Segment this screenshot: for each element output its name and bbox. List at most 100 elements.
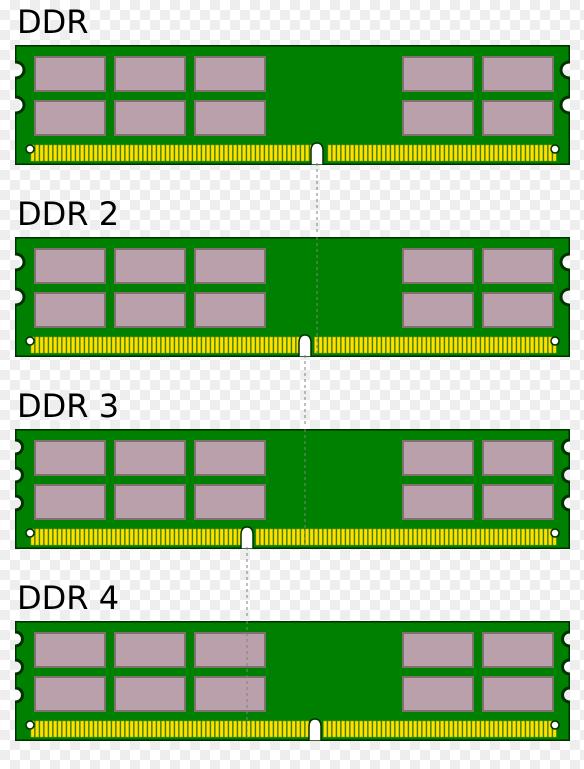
contact-pin xyxy=(324,529,327,545)
contact-pin xyxy=(544,721,547,737)
contact-pin xyxy=(94,337,97,353)
contact-pin xyxy=(202,529,205,545)
contact-pin xyxy=(337,721,340,737)
contact-pin xyxy=(396,529,399,545)
contact-pin xyxy=(90,145,93,161)
memory-chip xyxy=(403,485,473,519)
contact-pin xyxy=(355,145,358,161)
contact-pin xyxy=(355,721,358,737)
contact-pin xyxy=(319,337,322,353)
contact-pin xyxy=(405,529,408,545)
contact-pin xyxy=(391,145,394,161)
contact-pin xyxy=(468,145,471,161)
contact-pin xyxy=(171,337,174,353)
contact-pin xyxy=(40,529,43,545)
memory-chip xyxy=(115,677,185,711)
memory-chip xyxy=(115,249,185,283)
contact-pin xyxy=(157,721,160,737)
contact-pin xyxy=(445,145,448,161)
contact-pin xyxy=(486,721,489,737)
contact-pin xyxy=(135,337,138,353)
contact-pin xyxy=(445,529,448,545)
contact-pin xyxy=(211,529,214,545)
contact-pin xyxy=(279,337,282,353)
contact-pin xyxy=(378,145,381,161)
contact-pin xyxy=(288,529,291,545)
contact-pin xyxy=(135,721,138,737)
contact-pin xyxy=(112,529,115,545)
contact-pin xyxy=(90,337,93,353)
contact-pin xyxy=(261,721,264,737)
contact-pin xyxy=(423,145,426,161)
contact-pin xyxy=(481,529,484,545)
contact-pin xyxy=(157,337,160,353)
contact-pin xyxy=(225,721,228,737)
contact-pin xyxy=(544,145,547,161)
contact-pin xyxy=(40,337,43,353)
contact-pin xyxy=(477,721,480,737)
contact-pin xyxy=(139,529,142,545)
contact-pin xyxy=(45,145,48,161)
contact-pin xyxy=(441,145,444,161)
contact-pin xyxy=(171,721,174,737)
contact-pin xyxy=(535,145,538,161)
contact-pin xyxy=(400,721,403,737)
contact-pin xyxy=(238,721,241,737)
contact-pin xyxy=(171,145,174,161)
contact-pin xyxy=(157,529,160,545)
contact-pin xyxy=(441,721,444,737)
contact-pin xyxy=(382,145,385,161)
contact-pin xyxy=(189,337,192,353)
contact-pin xyxy=(58,721,61,737)
contact-pin xyxy=(193,721,196,737)
contact-pin xyxy=(454,337,457,353)
contact-pin xyxy=(234,529,237,545)
contact-pin xyxy=(67,145,70,161)
contact-pin xyxy=(427,721,430,737)
contact-pin xyxy=(175,529,178,545)
contact-pin xyxy=(198,145,201,161)
contact-pin xyxy=(207,145,210,161)
contact-pin xyxy=(306,721,309,737)
contact-pin xyxy=(45,337,48,353)
pin-strip xyxy=(31,721,556,737)
contact-pin xyxy=(373,721,376,737)
contact-pin xyxy=(499,145,502,161)
contact-pin xyxy=(450,145,453,161)
memory-chip xyxy=(483,677,553,711)
contact-pin xyxy=(243,145,246,161)
contact-pin xyxy=(81,529,84,545)
memory-chip xyxy=(403,633,473,667)
contact-pin xyxy=(162,337,165,353)
contact-pin xyxy=(355,337,358,353)
contact-pin xyxy=(531,529,534,545)
contact-pin xyxy=(225,145,228,161)
contact-pin xyxy=(522,721,525,737)
key-notch xyxy=(309,719,321,741)
contact-pin xyxy=(301,529,304,545)
contact-pin xyxy=(391,529,394,545)
contact-pin xyxy=(207,337,210,353)
contact-pin xyxy=(234,337,237,353)
contact-pin xyxy=(522,145,525,161)
contact-pin xyxy=(490,145,493,161)
contact-pin xyxy=(517,529,520,545)
contact-pin xyxy=(535,337,538,353)
contact-pin xyxy=(328,529,331,545)
contact-pin xyxy=(378,721,381,737)
contact-pin xyxy=(423,721,426,737)
contact-pin xyxy=(49,721,52,737)
contact-pin xyxy=(144,337,147,353)
contact-pin xyxy=(130,337,133,353)
contact-pin xyxy=(504,145,507,161)
contact-pin xyxy=(427,337,430,353)
contact-pin xyxy=(535,529,538,545)
contact-pin xyxy=(207,529,210,545)
contact-pin xyxy=(40,721,43,737)
contact-pin xyxy=(126,337,129,353)
contact-pin xyxy=(99,721,102,737)
contact-pin xyxy=(85,529,88,545)
memory-chip xyxy=(403,57,473,91)
memory-chip xyxy=(115,101,185,135)
contact-pin xyxy=(423,337,426,353)
